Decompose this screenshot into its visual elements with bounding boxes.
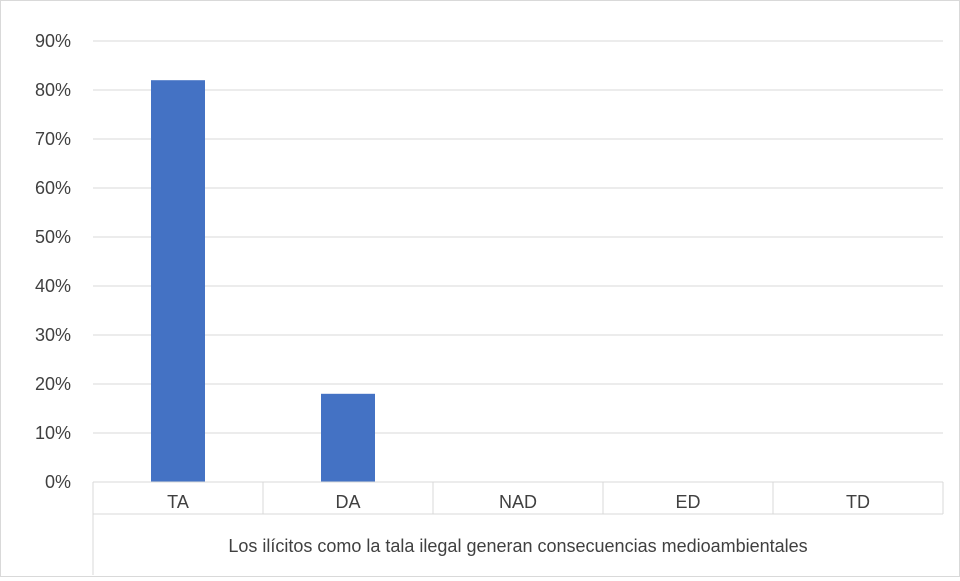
x-category-label: ED	[675, 492, 700, 512]
y-tick-label: 30%	[35, 325, 71, 345]
x-category-label: TD	[846, 492, 870, 512]
y-tick-label: 0%	[45, 472, 71, 492]
y-axis-tick-labels: 0% 10% 20% 30% 40% 50% 60% 70% 80% 90%	[35, 31, 71, 492]
category-axis-caption: Los ilícitos como la tala ilegal generan…	[228, 536, 807, 556]
x-category-label: NAD	[499, 492, 537, 512]
y-tick-label: 20%	[35, 374, 71, 394]
category-axis-table	[92, 481, 944, 575]
y-tick-label: 60%	[35, 178, 71, 198]
y-tick-label: 80%	[35, 80, 71, 100]
y-tick-label: 50%	[35, 227, 71, 247]
bars	[151, 80, 375, 482]
bar-ta	[151, 80, 205, 482]
y-tick-label: 10%	[35, 423, 71, 443]
x-category-label: TA	[167, 492, 189, 512]
y-tick-label: 90%	[35, 31, 71, 51]
x-axis-category-labels: TA DA NAD ED TD	[167, 492, 870, 512]
y-tick-label: 40%	[35, 276, 71, 296]
y-tick-label: 70%	[35, 129, 71, 149]
x-category-label: DA	[335, 492, 360, 512]
gridlines	[93, 40, 943, 483]
bar-da	[321, 393, 375, 482]
